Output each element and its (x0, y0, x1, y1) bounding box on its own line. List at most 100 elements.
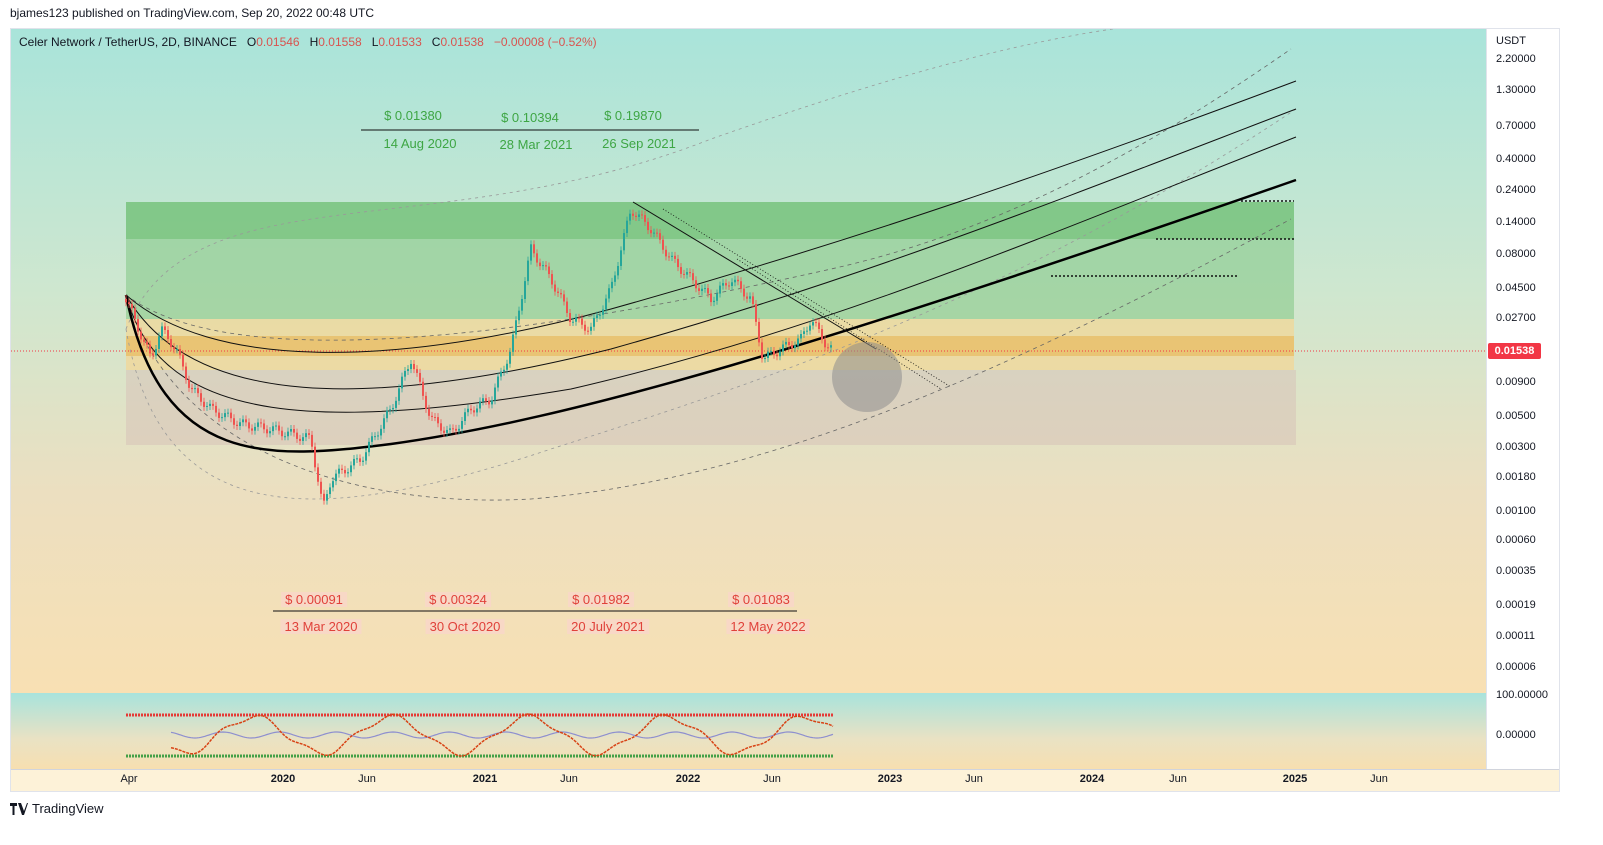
candle-body (638, 214, 640, 217)
low-label: L (371, 35, 379, 49)
candle-body (536, 253, 538, 263)
candle-body (260, 422, 262, 424)
candle-body (740, 281, 742, 289)
candle-body (470, 408, 472, 411)
candle-body (341, 468, 343, 470)
candle-body (527, 260, 529, 282)
tradingview-logo-icon (10, 802, 28, 815)
time-tick: Jun (1370, 773, 1388, 785)
price-tick: 0.02700 (1496, 312, 1536, 324)
candle-body (392, 407, 394, 410)
candle-body (449, 428, 451, 430)
time-tick: Jun (965, 773, 983, 785)
low-price-2: $ 0.00324 (425, 592, 491, 607)
candle-body (374, 436, 376, 438)
candle-body (386, 410, 388, 419)
candle-body (620, 250, 622, 266)
candle-body (785, 341, 787, 345)
footer-brand[interactable]: TradingView (10, 801, 104, 816)
candle-body (257, 422, 259, 427)
candle-body (782, 344, 784, 352)
candle-body (581, 318, 583, 325)
candle-body (263, 423, 265, 430)
high-price-1: $ 0.01380 (384, 108, 442, 123)
candle-body (770, 350, 772, 352)
candle-body (767, 351, 769, 359)
candle-body (698, 288, 700, 292)
candle-body (413, 363, 415, 370)
candle-body (695, 280, 697, 289)
published-header: bjames123 published on TradingView.com, … (10, 6, 375, 20)
candle-body (317, 467, 319, 482)
chart-frame[interactable]: Celer Network / TetherUS, 2D, BINANCE O0… (10, 28, 1560, 792)
price-tick: 0.00180 (1496, 471, 1536, 483)
candle-body (557, 291, 559, 293)
candle-body (815, 322, 817, 324)
candle-body (806, 330, 808, 332)
candle-body (644, 215, 646, 222)
candle-body (266, 429, 268, 434)
low-date-4: 12 May 2022 (726, 619, 810, 634)
candle-body (368, 441, 370, 453)
candle-body (131, 303, 133, 309)
candle-body (743, 288, 745, 297)
green-zone (126, 239, 1294, 319)
curve-solid-2 (125, 108, 1297, 390)
candle-body (293, 429, 295, 433)
candle-body (797, 338, 799, 346)
candle-body (701, 288, 703, 292)
trendline-1 (632, 201, 877, 350)
candle-body (251, 428, 253, 431)
candle-body (518, 310, 520, 321)
candle-body (197, 388, 199, 394)
curve-solid-main (124, 178, 1297, 453)
candle-body (668, 256, 670, 258)
candle-body (302, 437, 304, 441)
candle-body (134, 308, 136, 320)
candle-body (332, 481, 334, 488)
candle-body (437, 417, 439, 424)
price-tick: 1.30000 (1496, 84, 1536, 96)
high-label: H (309, 35, 319, 49)
currency-label: USDT (1496, 35, 1526, 47)
high-price-2: $ 0.10394 (501, 110, 559, 125)
price-axis[interactable] (1486, 29, 1559, 769)
candle-body (329, 487, 331, 495)
candle-body (779, 351, 781, 357)
candle-body (617, 265, 619, 276)
candle-body (191, 387, 193, 390)
candle-body (185, 366, 187, 380)
candle-body (311, 434, 313, 447)
candle-body (335, 473, 337, 482)
candle-body (422, 381, 424, 396)
oscillator-series (170, 713, 834, 757)
candle-body (377, 435, 379, 437)
candle-body (809, 325, 811, 331)
candle-body (500, 371, 502, 377)
low-date-3: 20 July 2021 (567, 619, 649, 634)
candle-body (308, 433, 310, 435)
high-price-3: $ 0.19870 (604, 108, 662, 123)
candle-body (170, 339, 172, 348)
candle-body (482, 398, 484, 402)
candle-body (173, 347, 175, 350)
candle-body (254, 426, 256, 431)
price-tick: 0.40000 (1496, 153, 1536, 165)
candle-body (419, 372, 421, 382)
candle-body (464, 412, 466, 422)
candle-body (491, 400, 493, 405)
candle-body (494, 387, 496, 401)
time-tick: Jun (358, 773, 376, 785)
candle-body (248, 422, 250, 429)
symbol-legend[interactable]: Celer Network / TetherUS, 2D, BINANCE O0… (19, 35, 597, 49)
candle-body (320, 481, 322, 494)
osc-line-signal (170, 731, 834, 739)
candle-body (488, 400, 490, 405)
candle-body (161, 326, 163, 337)
chart-drawings[interactable] (11, 29, 1560, 792)
open-label: O (246, 35, 257, 49)
time-axis[interactable] (11, 769, 1559, 791)
curve-dashed-1 (125, 48, 1292, 341)
candle-body (512, 334, 514, 352)
candle-body (818, 322, 820, 330)
